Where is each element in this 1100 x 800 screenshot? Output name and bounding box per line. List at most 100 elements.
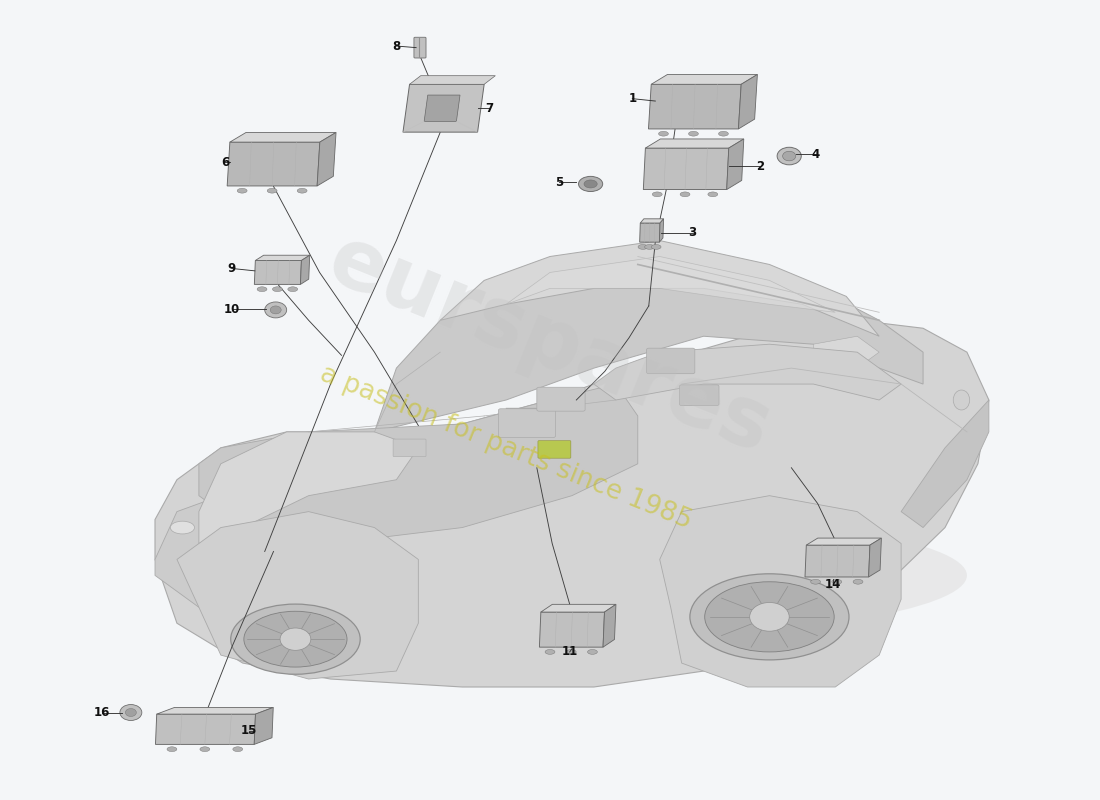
Circle shape bbox=[271, 306, 282, 314]
Ellipse shape bbox=[231, 604, 360, 674]
Polygon shape bbox=[541, 604, 616, 612]
Ellipse shape bbox=[811, 579, 821, 584]
Polygon shape bbox=[228, 142, 320, 186]
Ellipse shape bbox=[954, 390, 970, 410]
FancyBboxPatch shape bbox=[393, 439, 426, 457]
Text: a passion for parts since 1985: a passion for parts since 1985 bbox=[317, 361, 696, 534]
Polygon shape bbox=[409, 76, 495, 84]
Polygon shape bbox=[651, 74, 758, 84]
Ellipse shape bbox=[705, 582, 834, 652]
Polygon shape bbox=[440, 241, 879, 336]
Polygon shape bbox=[594, 344, 901, 400]
Polygon shape bbox=[177, 512, 418, 679]
Polygon shape bbox=[199, 432, 418, 543]
Ellipse shape bbox=[267, 188, 277, 193]
Polygon shape bbox=[300, 255, 310, 285]
Circle shape bbox=[125, 709, 136, 717]
Ellipse shape bbox=[297, 188, 307, 193]
Polygon shape bbox=[230, 133, 336, 142]
Polygon shape bbox=[156, 707, 273, 714]
Ellipse shape bbox=[652, 192, 662, 197]
FancyBboxPatch shape bbox=[680, 385, 719, 406]
Text: 2: 2 bbox=[757, 160, 764, 173]
Ellipse shape bbox=[689, 131, 698, 136]
Text: 4: 4 bbox=[812, 148, 820, 161]
Ellipse shape bbox=[854, 579, 864, 584]
Circle shape bbox=[280, 628, 311, 650]
Ellipse shape bbox=[177, 512, 967, 639]
Polygon shape bbox=[403, 84, 484, 132]
Polygon shape bbox=[738, 74, 758, 129]
Circle shape bbox=[777, 147, 801, 165]
Circle shape bbox=[120, 705, 142, 721]
Polygon shape bbox=[659, 219, 663, 242]
Ellipse shape bbox=[651, 245, 661, 250]
Ellipse shape bbox=[579, 176, 603, 191]
Text: 15: 15 bbox=[241, 724, 257, 738]
Polygon shape bbox=[640, 219, 663, 223]
Polygon shape bbox=[425, 95, 460, 122]
Polygon shape bbox=[644, 148, 729, 190]
Polygon shape bbox=[506, 257, 835, 312]
Ellipse shape bbox=[584, 180, 597, 188]
Text: 3: 3 bbox=[689, 226, 696, 239]
FancyBboxPatch shape bbox=[647, 348, 695, 374]
Polygon shape bbox=[254, 707, 273, 744]
FancyBboxPatch shape bbox=[414, 38, 426, 58]
Ellipse shape bbox=[233, 746, 243, 751]
Circle shape bbox=[782, 151, 795, 161]
Polygon shape bbox=[255, 255, 310, 261]
Text: 6: 6 bbox=[221, 156, 229, 169]
Ellipse shape bbox=[244, 611, 346, 667]
Ellipse shape bbox=[708, 192, 718, 197]
Ellipse shape bbox=[680, 192, 690, 197]
Polygon shape bbox=[254, 261, 301, 285]
Text: 14: 14 bbox=[825, 578, 842, 591]
Ellipse shape bbox=[546, 650, 554, 654]
FancyBboxPatch shape bbox=[538, 441, 571, 458]
Polygon shape bbox=[374, 257, 923, 432]
Ellipse shape bbox=[238, 188, 248, 193]
Text: 8: 8 bbox=[393, 39, 400, 53]
Polygon shape bbox=[869, 538, 881, 577]
Ellipse shape bbox=[288, 286, 298, 291]
FancyBboxPatch shape bbox=[537, 387, 585, 411]
Polygon shape bbox=[155, 320, 989, 687]
Ellipse shape bbox=[659, 131, 669, 136]
Polygon shape bbox=[805, 545, 870, 577]
Polygon shape bbox=[660, 496, 901, 687]
Polygon shape bbox=[155, 496, 243, 607]
Polygon shape bbox=[317, 133, 336, 186]
Text: 1: 1 bbox=[628, 92, 637, 105]
Polygon shape bbox=[727, 139, 744, 190]
Polygon shape bbox=[155, 714, 255, 744]
Polygon shape bbox=[603, 604, 616, 647]
Text: 10: 10 bbox=[223, 302, 240, 316]
Polygon shape bbox=[646, 139, 744, 148]
Ellipse shape bbox=[273, 286, 283, 291]
Ellipse shape bbox=[638, 245, 648, 250]
FancyBboxPatch shape bbox=[498, 409, 556, 438]
Ellipse shape bbox=[167, 746, 177, 751]
Text: eurspares: eurspares bbox=[317, 218, 783, 470]
Ellipse shape bbox=[645, 245, 654, 250]
Ellipse shape bbox=[690, 574, 849, 660]
Circle shape bbox=[750, 602, 789, 631]
Polygon shape bbox=[649, 84, 741, 129]
Text: 7: 7 bbox=[485, 102, 494, 114]
Ellipse shape bbox=[200, 746, 210, 751]
Ellipse shape bbox=[170, 521, 195, 534]
Ellipse shape bbox=[566, 650, 576, 654]
Text: 5: 5 bbox=[554, 176, 563, 189]
Text: 16: 16 bbox=[95, 706, 110, 719]
Polygon shape bbox=[901, 400, 989, 527]
Text: 9: 9 bbox=[228, 262, 235, 275]
Polygon shape bbox=[806, 538, 881, 545]
Circle shape bbox=[265, 302, 287, 318]
Polygon shape bbox=[813, 336, 879, 368]
Ellipse shape bbox=[832, 579, 842, 584]
Ellipse shape bbox=[587, 650, 597, 654]
Polygon shape bbox=[539, 612, 605, 647]
Ellipse shape bbox=[718, 131, 728, 136]
Polygon shape bbox=[640, 223, 660, 242]
